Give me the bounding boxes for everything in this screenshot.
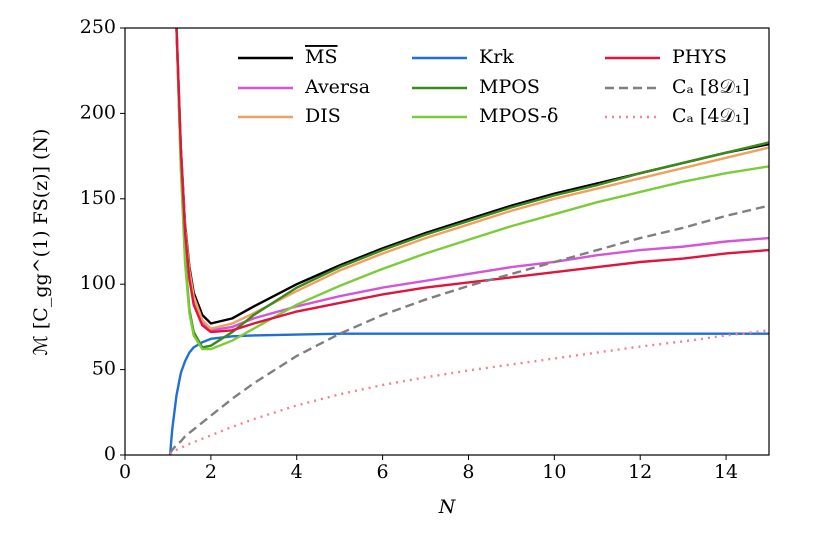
x-tick-label: 10 [542, 461, 566, 483]
series-line [169, 204, 769, 454]
y-tick-label: 50 [92, 358, 116, 380]
x-tick-label: 4 [291, 461, 303, 483]
legend-label: Cₐ [8𝒟₁] [672, 76, 750, 98]
y-axis-label: ℳ [C_gg^(1) FS(z)] (N) [30, 129, 52, 356]
plot-area [168, 28, 769, 455]
y-tick-label: 100 [80, 272, 116, 294]
legend-label: MS [305, 46, 337, 68]
legend-label: Aversa [304, 76, 370, 98]
axes-frame [124, 27, 770, 456]
y-tick-label: 250 [80, 16, 116, 38]
legend-label: PHYS [672, 46, 727, 68]
x-axis-label: N [438, 496, 457, 518]
series-line [175, 28, 769, 330]
x-tick-label: 12 [628, 461, 652, 483]
x-tick-label: 8 [462, 461, 474, 483]
y-tick-label: 0 [104, 443, 116, 465]
series-line [169, 329, 769, 455]
legend-label: MPOS-δ [479, 105, 558, 127]
y-tick-label: 150 [80, 187, 116, 209]
x-tick-label: 6 [377, 461, 389, 483]
series-line [175, 28, 769, 334]
series-line [168, 332, 769, 455]
legend-label: Krk [479, 46, 514, 68]
series-line [175, 28, 769, 325]
x-tick-label: 14 [714, 461, 738, 483]
legend-label: MPOS [479, 76, 540, 98]
y-tick-label: 200 [80, 101, 116, 123]
legend-label: DIS [305, 105, 341, 127]
x-tick-label: 2 [205, 461, 217, 483]
legend-label: Cₐ [4𝒟₁] [672, 105, 750, 127]
series-line [175, 28, 769, 351]
x-tick-label: 0 [119, 461, 131, 483]
